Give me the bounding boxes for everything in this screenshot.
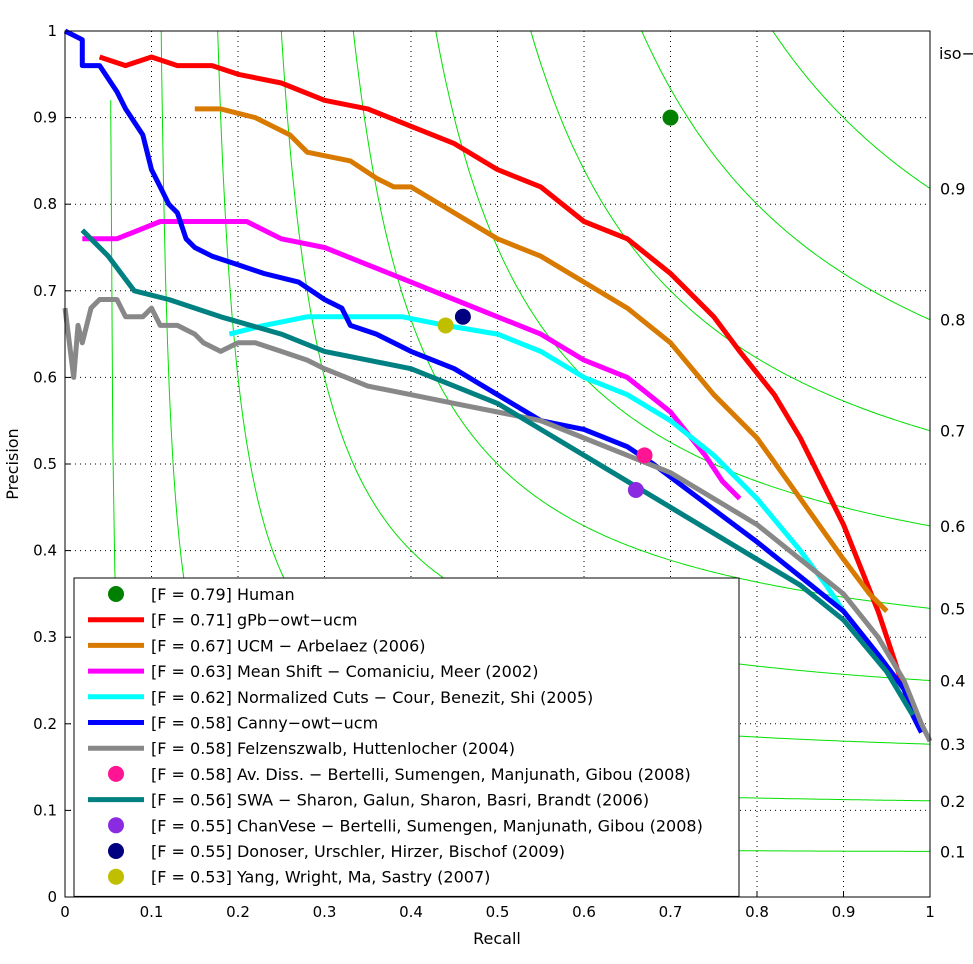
iso-f-label: 0.1	[940, 842, 965, 861]
iso-f-label: 0.2	[940, 792, 965, 811]
legend-entry: [F = 0.63] Mean Shift − Comaniciu, Meer …	[151, 662, 538, 681]
x-tick-label: 0.8	[745, 903, 769, 921]
iso-f-curve	[772, 31, 930, 189]
axis-ticks: 0 0.1 0.2 0.3 0.4 0.5 0.6 0.7 0.8 0.9 1 0 0.1 0.2 0.3 0…	[33, 22, 935, 921]
legend-entry: [F = 0.53] Yang, Wright, Ma, Sastry (200…	[151, 868, 490, 887]
x-axis-label: Recall	[473, 929, 521, 948]
legend-swatch-point	[108, 765, 124, 782]
series-layer	[62, 28, 933, 743]
y-tick-label: 0.3	[33, 628, 57, 646]
legend-entry: [F = 0.71] gPb−owt−ucm	[151, 611, 357, 630]
data-point	[454, 308, 471, 325]
iso-f-title: iso−F	[939, 44, 973, 63]
y-tick-label: 0.6	[33, 368, 57, 386]
legend-entry: [F = 0.58] Canny−owt−ucm	[151, 714, 378, 733]
series-line	[194, 106, 889, 613]
x-tick-label: 0.1	[140, 903, 164, 921]
x-tick-label: 0.3	[313, 903, 337, 921]
iso-f-label: 0.3	[940, 735, 965, 754]
legend-swatch-point	[108, 843, 124, 859]
x-tick-label: 0.7	[659, 903, 683, 921]
x-tick-label: 0.6	[572, 903, 596, 921]
iso-f-label: 0.9	[940, 179, 965, 198]
data-point	[627, 481, 644, 498]
legend-entry: [F = 0.55] Donoser, Urschler, Hirzer, Bi…	[151, 842, 565, 861]
series-line	[62, 297, 933, 743]
y-tick-label: 0	[47, 888, 57, 906]
iso-f-label: 0.8	[940, 311, 965, 330]
series-line	[228, 314, 846, 613]
legend-entry: [F = 0.58] Felzenszwalb, Huttenlocher (2…	[151, 739, 515, 758]
legend-entry: [F = 0.67] UCM − Arbelaez (2006)	[151, 636, 426, 655]
x-tick-label: 0.9	[832, 903, 856, 921]
iso-f-curve	[530, 31, 930, 432]
x-tick-label: 0.4	[399, 903, 423, 921]
y-tick-label: 0.5	[33, 455, 57, 473]
data-point	[662, 109, 679, 126]
y-tick-label: 0.1	[33, 801, 57, 819]
legend-entry: [F = 0.62] Normalized Cuts − Cour, Benez…	[151, 688, 593, 707]
y-tick-label: 0.9	[33, 109, 57, 127]
legend-swatch-point	[108, 868, 124, 885]
y-tick-label: 1	[47, 22, 57, 40]
iso-f-curve	[641, 31, 930, 321]
series-line	[82, 219, 742, 501]
legend-entry: [F = 0.58] Av. Diss. − Bertelli, Sumenge…	[151, 765, 691, 784]
y-tick-label: 0.7	[33, 282, 57, 300]
y-tick-label: 0.2	[33, 715, 57, 733]
legend-entry: [F = 0.79] Human	[151, 585, 295, 604]
iso-f-label: 0.4	[940, 672, 965, 691]
legend-entry: [F = 0.56] SWA − Sharon, Galun, Sharon, …	[151, 791, 649, 810]
iso-f-curve	[435, 31, 930, 527]
iso-f-labels: 0.1 0.2 0.3 0.4 0.5 0.6 0.7 0.8 0.9	[940, 179, 965, 861]
legend-swatch-point	[108, 817, 124, 834]
x-tick-label: 1	[925, 903, 935, 921]
y-tick-label: 0.8	[33, 195, 57, 213]
x-tick-label: 0.2	[226, 903, 250, 921]
iso-f-label: 0.6	[940, 517, 965, 536]
data-point	[437, 317, 454, 334]
legend: [F = 0.79] Human [F = 0.71] gPb−owt−ucm [F…	[73, 577, 740, 897]
x-tick-label: 0	[60, 903, 70, 921]
series-line	[98, 54, 907, 690]
legend-box	[73, 577, 740, 897]
series-line	[63, 28, 924, 734]
legend-swatch-point	[108, 586, 124, 602]
series-line	[80, 228, 915, 717]
y-axis-label: Precision	[3, 428, 22, 499]
x-tick-label: 0.5	[486, 903, 510, 921]
data-point	[636, 447, 653, 464]
legend-entry: [F = 0.55] ChanVese − Bertelli, Sumengen…	[151, 816, 703, 835]
iso-f-label: 0.5	[940, 599, 965, 618]
y-tick-label: 0.4	[33, 542, 57, 560]
iso-f-label: 0.7	[940, 422, 965, 441]
